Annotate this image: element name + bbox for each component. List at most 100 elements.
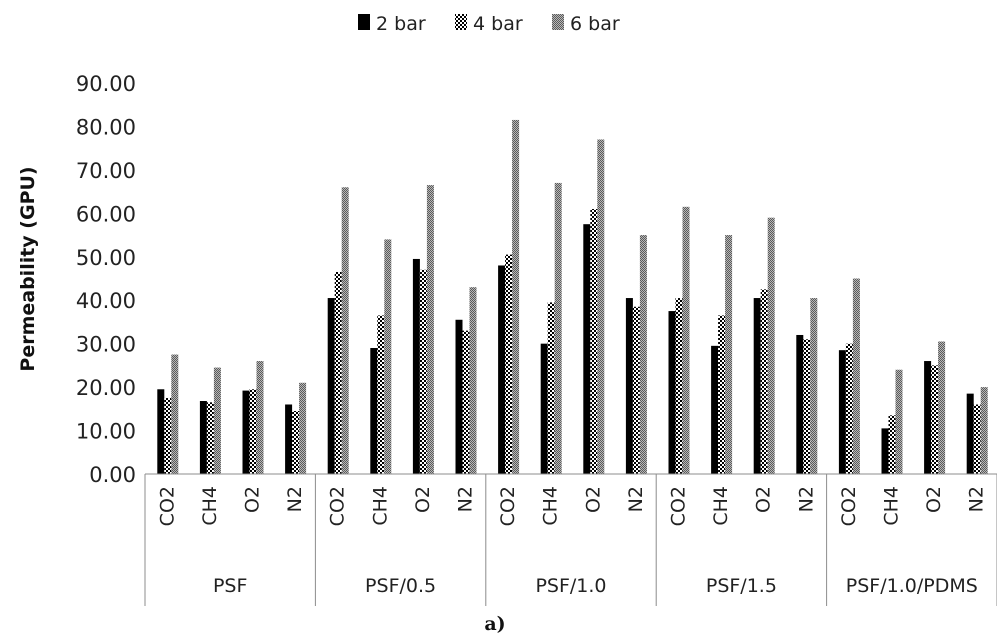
bar-4bar-co2	[505, 254, 513, 474]
legend-swatch-6bar	[552, 14, 564, 30]
bar-4bar-ch4	[206, 402, 214, 474]
bar-4bar-n2	[292, 411, 300, 474]
y-tick-label: 50.00	[76, 246, 136, 270]
bar-2bar-co2	[668, 311, 676, 474]
bar-6bar-o2	[597, 139, 605, 475]
bar-4bar-ch4	[377, 315, 385, 474]
bar-6bar-n2	[639, 235, 647, 474]
bar-4bar-n2	[973, 404, 981, 474]
bar-2bar-n2	[625, 298, 633, 474]
bar-4bar-co2	[845, 343, 853, 474]
y-tick-label: 20.00	[76, 376, 136, 400]
bar-4bar-co2	[334, 271, 342, 474]
bar-4bar-o2	[590, 208, 598, 475]
x-category-label: O2	[923, 486, 945, 513]
bar-2bar-ch4	[711, 345, 719, 474]
bar-2bar-o2	[924, 361, 932, 474]
x-category-label: CO2	[156, 486, 178, 526]
bar-2bar-n2	[285, 404, 293, 474]
bar-6bar-ch4	[384, 239, 392, 474]
x-category-label: O2	[412, 486, 434, 513]
bar-2bar-n2	[966, 393, 974, 474]
bar-2bar-o2	[412, 258, 420, 474]
x-category-label: N2	[795, 486, 817, 512]
x-category-label: CO2	[668, 486, 690, 526]
bars	[157, 119, 988, 475]
legend-swatch-2bar	[358, 14, 370, 30]
bar-6bar-n2	[980, 387, 988, 474]
bar-2bar-o2	[242, 390, 250, 474]
bar-2bar-n2	[455, 319, 463, 474]
bar-6bar-ch4	[895, 369, 903, 474]
legend-item-2bar: 2 bar	[358, 13, 426, 35]
x-category-label: CH4	[540, 486, 562, 526]
bar-6bar-co2	[682, 206, 690, 474]
x-group-label: PSF	[213, 575, 247, 597]
x-category-label: N2	[284, 486, 306, 512]
bar-4bar-n2	[803, 339, 811, 474]
bar-6bar-o2	[426, 185, 434, 474]
legend-item-6bar: 6 bar	[552, 13, 620, 35]
bar-4bar-ch4	[718, 315, 726, 474]
bar-2bar-n2	[796, 334, 804, 474]
y-axis-label: Permeability (GPU)	[17, 166, 39, 371]
bar-6bar-n2	[299, 382, 307, 474]
x-category-label: CH4	[710, 486, 732, 526]
x-category-label: O2	[242, 486, 264, 513]
bar-6bar-co2	[852, 278, 860, 474]
bar-2bar-o2	[753, 298, 761, 474]
bar-6bar-ch4	[725, 235, 733, 474]
y-tick-label: 10.00	[76, 420, 136, 444]
bar-6bar-o2	[938, 341, 946, 474]
legend-label-6bar: 6 bar	[570, 13, 620, 35]
x-group-labels: PSF PSF/0.5 PSF/1.0 PSF/1.5 PSF/1.0/PDMS	[213, 575, 978, 597]
x-category-label: CH4	[369, 486, 391, 526]
legend-item-4bar: 4 bar	[455, 13, 523, 35]
x-category-label: CH4	[881, 486, 903, 526]
x-category-label: O2	[582, 486, 604, 513]
x-axis	[144, 473, 997, 606]
legend: 2 bar 4 bar 6 bar	[358, 13, 620, 35]
x-category-label: N2	[455, 486, 477, 512]
bar-6bar-co2	[512, 119, 520, 475]
x-category-label: CO2	[838, 486, 860, 526]
x-group-label: PSF/1.0	[535, 575, 606, 597]
x-category-label: N2	[966, 486, 988, 512]
bar-4bar-o2	[760, 289, 768, 474]
bar-4bar-o2	[249, 389, 257, 474]
x-group-label: PSF/1.5	[706, 575, 777, 597]
bar-6bar-n2	[469, 287, 477, 474]
bar-2bar-co2	[327, 298, 335, 474]
bar-4bar-o2	[419, 269, 427, 474]
bar-6bar-co2	[171, 354, 179, 474]
bar-6bar-o2	[256, 361, 264, 474]
bar-2bar-ch4	[540, 343, 548, 474]
legend-label-4bar: 4 bar	[473, 13, 523, 35]
x-category-label: CO2	[497, 486, 519, 526]
bar-4bar-n2	[462, 330, 470, 474]
x-category-labels: CO2 CH4 O2 N2 CO2 CH4 O2 N2 CO2 CH4 O2 N2 CO2 CH4 O2 N2…	[156, 486, 987, 526]
x-category-label: O2	[753, 486, 775, 513]
y-tick-label: 30.00	[76, 333, 136, 357]
y-tick-label: 70.00	[76, 159, 136, 183]
y-tick-label: 80.00	[76, 115, 136, 139]
bar-6bar-ch4	[213, 367, 221, 474]
bar-6bar-ch4	[554, 182, 562, 475]
y-tick-label: 40.00	[76, 289, 136, 313]
bar-2bar-co2	[498, 265, 506, 474]
bar-6bar-co2	[341, 187, 349, 474]
bar-4bar-ch4	[888, 415, 896, 474]
legend-swatch-4bar	[455, 14, 467, 30]
y-tick-label: 0.00	[89, 463, 136, 487]
bar-4bar-n2	[632, 306, 640, 474]
bar-2bar-co2	[838, 350, 846, 474]
bar-4bar-co2	[164, 397, 172, 474]
bar-2bar-ch4	[199, 401, 207, 474]
x-group-label: PSF/1.0/PDMS	[846, 575, 978, 597]
bar-2bar-ch4	[881, 428, 889, 474]
x-category-label: N2	[625, 486, 647, 512]
bar-4bar-co2	[675, 298, 683, 474]
x-category-label: CH4	[199, 486, 221, 526]
bar-6bar-o2	[767, 217, 775, 474]
bar-4bar-ch4	[547, 302, 555, 474]
